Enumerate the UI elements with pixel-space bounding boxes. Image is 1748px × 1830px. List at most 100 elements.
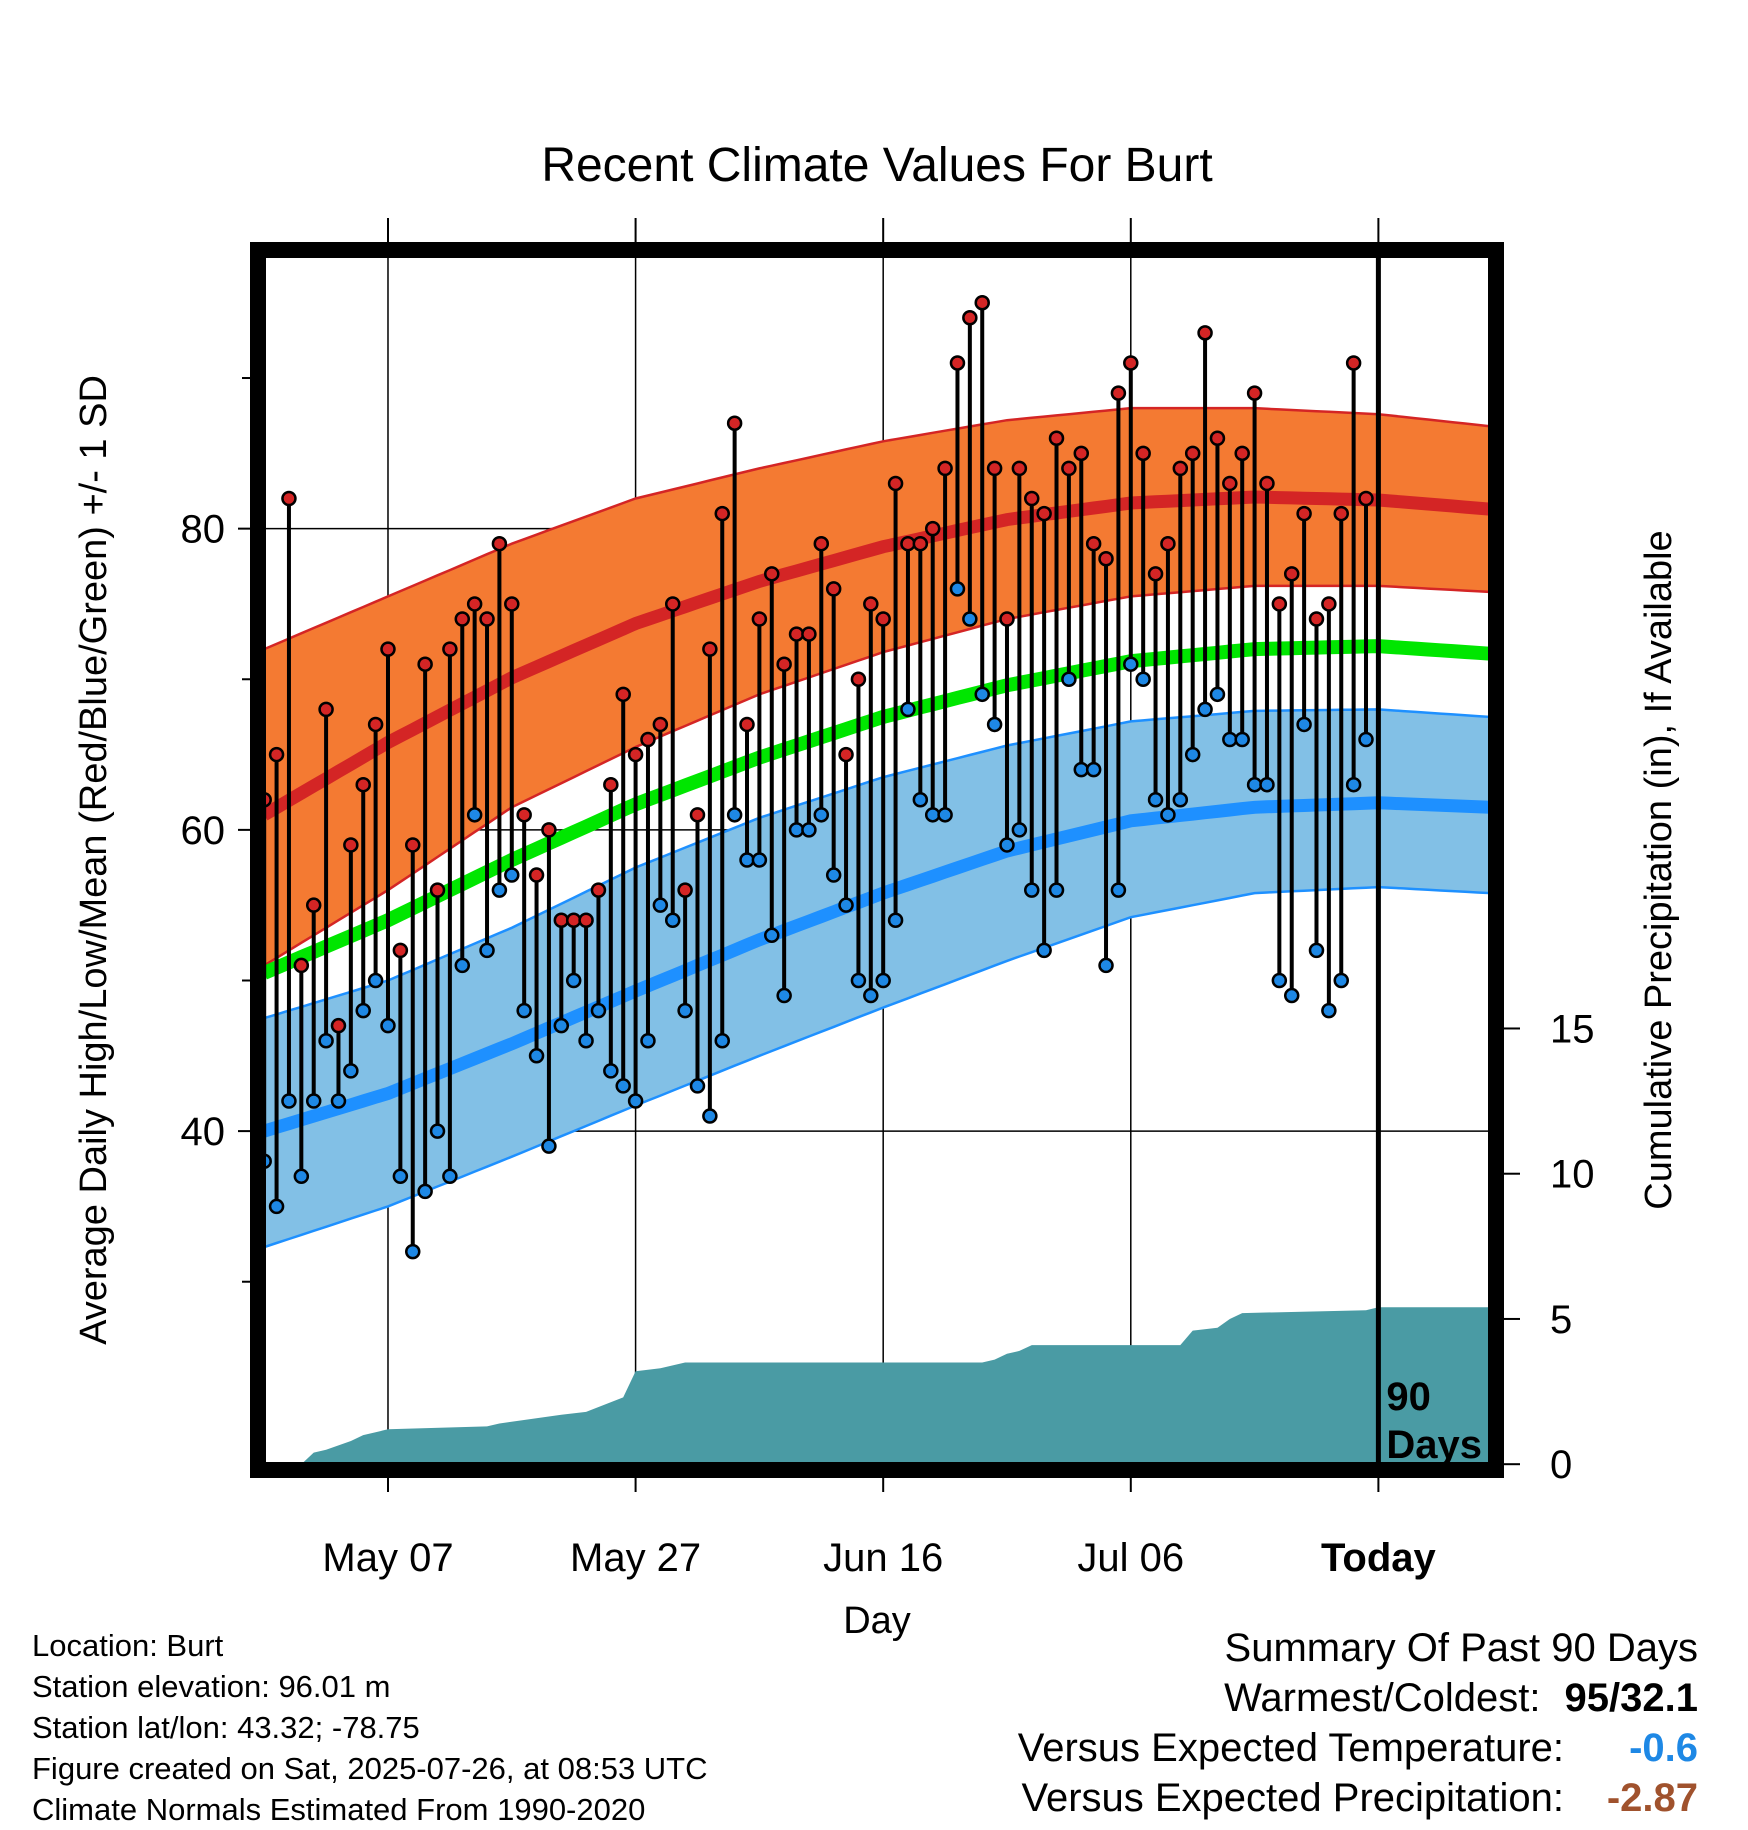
daily-high-point xyxy=(1358,490,1374,507)
daily-low-point xyxy=(1283,987,1300,1004)
daily-low-point xyxy=(640,1032,656,1049)
daily-high-point xyxy=(627,746,644,763)
daily-low-point xyxy=(875,972,891,989)
daily-low-point xyxy=(1321,1002,1337,1019)
daily-low-point xyxy=(355,1002,371,1019)
daily-high-point xyxy=(1234,445,1250,462)
normal-mean-line xyxy=(261,639,1491,980)
warm-cold-label: Warmest/Coldest: xyxy=(1224,1676,1541,1720)
daily-low-point xyxy=(1296,716,1312,733)
x-tick-label: Jun 16 xyxy=(823,1536,943,1580)
daily-low-point xyxy=(405,1243,421,1260)
daily-high-point xyxy=(590,882,607,898)
daily-low-point xyxy=(578,1032,594,1049)
daily-low-point xyxy=(330,1093,347,1109)
daily-high-point xyxy=(1209,430,1226,447)
daily-high-point xyxy=(1321,596,1337,612)
daily-high-point xyxy=(739,716,755,733)
temp-departure-value: -0.6 xyxy=(1629,1726,1698,1770)
daily-high-point xyxy=(293,957,310,974)
daily-high-point xyxy=(640,731,656,748)
daily-low-point xyxy=(442,1168,458,1185)
daily-high-point xyxy=(1259,475,1275,492)
daily-high-point xyxy=(764,566,780,582)
daily-low-point xyxy=(305,1093,322,1109)
daily-low-point xyxy=(615,1078,631,1094)
daily-low-point xyxy=(627,1093,644,1109)
daily-high-point xyxy=(974,294,990,311)
daily-low-point xyxy=(788,822,805,838)
daily-high-point xyxy=(776,656,792,672)
daily-high-point xyxy=(1123,355,1139,371)
daily-high-point xyxy=(924,520,941,537)
daily-low-point xyxy=(1358,731,1374,748)
daily-high-point xyxy=(937,460,953,477)
daily-low-point xyxy=(380,1017,396,1034)
daily-high-point xyxy=(677,882,693,898)
daily-low-point xyxy=(565,972,582,989)
daily-high-point xyxy=(1160,535,1176,552)
plot-frame xyxy=(250,242,1504,1478)
daily-low-point xyxy=(1333,972,1349,989)
daily-low-point xyxy=(739,852,755,868)
daily-high-point xyxy=(912,535,929,552)
axis-ticks: 40 60 80 0 5 10 15 May 07 May 27 Jun 16 Jul 06 Toda… xyxy=(181,218,1595,1580)
normal-low-line xyxy=(262,796,1491,1138)
daily-low-point xyxy=(1345,776,1362,793)
daily-high-point xyxy=(615,686,631,703)
daily-low-point xyxy=(454,957,471,974)
daily-high-point xyxy=(1197,325,1213,341)
daily-low-point xyxy=(1011,822,1028,838)
daily-high-point xyxy=(1135,445,1151,462)
summary-temp-row: Versus Expected Temperature: -0.6 xyxy=(1018,1723,1698,1773)
warm-cold-value: 95/32.1 xyxy=(1564,1676,1698,1720)
daily-low-point xyxy=(937,807,953,823)
cumulative-precip-area xyxy=(264,1307,1490,1470)
daily-low-point xyxy=(1024,882,1040,898)
daily-low-point xyxy=(1110,882,1127,898)
daily-low-point xyxy=(1098,957,1114,974)
plot-area xyxy=(258,250,1496,1470)
daily-high-point xyxy=(664,596,681,612)
today-days-label-number: 90 xyxy=(1386,1375,1431,1419)
daily-low-point xyxy=(949,581,966,597)
daily-high-point xyxy=(726,415,743,431)
info-location: Location: Burt xyxy=(32,1628,224,1663)
today-days-label-word: Days xyxy=(1386,1423,1482,1467)
daily-high-point xyxy=(900,535,916,552)
daily-high-point xyxy=(1172,460,1189,477)
daily-high-point xyxy=(565,912,582,928)
y2-tick-label: 5 xyxy=(1550,1298,1572,1342)
x-tick-label: May 27 xyxy=(570,1536,701,1580)
daily-high-point xyxy=(1085,535,1102,552)
daily-high-point xyxy=(1073,445,1090,462)
daily-low-point xyxy=(417,1183,433,1200)
daily-high-point xyxy=(850,671,867,688)
daily-low-point xyxy=(986,716,1003,733)
daily-high-point xyxy=(751,611,768,627)
daily-low-point xyxy=(553,1017,570,1034)
daily-high-point xyxy=(1024,490,1040,507)
daily-low-point xyxy=(726,807,743,823)
daily-low-point xyxy=(1135,671,1151,688)
daily-high-point xyxy=(479,611,495,627)
daily-low-point xyxy=(343,1063,359,1079)
daily-high-point xyxy=(1271,596,1288,612)
daily-high-point xyxy=(1110,385,1127,401)
daily-low-point xyxy=(479,942,495,959)
daily-high-point xyxy=(1147,566,1164,582)
daily-low-point xyxy=(504,867,520,883)
daily-high-point xyxy=(1222,475,1238,492)
daily-high-point xyxy=(343,837,359,853)
summary-warm-cold-row: Warmest/Coldest: 95/32.1 xyxy=(1018,1673,1698,1723)
daily-low-point xyxy=(603,1063,619,1079)
y-tick-label: 40 xyxy=(181,1110,226,1154)
daily-low-point xyxy=(962,611,978,627)
summary-panel: Summary Of Past 90 Days Warmest/Coldest:… xyxy=(1018,1623,1698,1823)
precipitation-area xyxy=(264,1307,1490,1470)
daily-high-point xyxy=(652,716,669,733)
daily-low-point xyxy=(516,1002,532,1019)
normal-high-line xyxy=(260,490,1491,821)
y2-tick-label: 10 xyxy=(1550,1153,1595,1197)
